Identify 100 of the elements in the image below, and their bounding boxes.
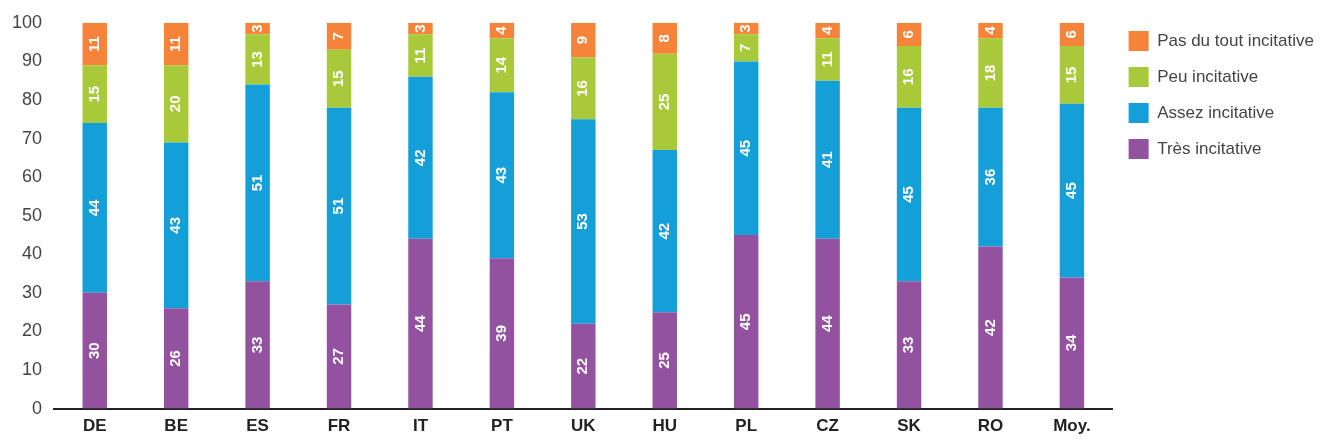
- bar: [245, 34, 270, 85]
- data-label: 6: [1062, 30, 1080, 39]
- bar: [733, 34, 759, 62]
- bar: [245, 84, 270, 282]
- x-tick-label: RO: [977, 416, 1004, 436]
- bar: [896, 107, 922, 282]
- data-label: 7: [736, 43, 754, 53]
- y-tick-label: 90: [22, 50, 43, 71]
- data-label: 11: [84, 36, 102, 52]
- data-label: 22: [573, 357, 591, 375]
- bar: [896, 45, 922, 108]
- bar: [163, 308, 189, 409]
- y-tick-label: 30: [22, 281, 43, 302]
- data-label: 44: [817, 314, 835, 333]
- x-tick-label: UK: [571, 416, 597, 436]
- bar: [245, 281, 270, 409]
- data-label: 4: [492, 25, 510, 35]
- bar: [978, 38, 1003, 108]
- x-tick-label: PL: [735, 416, 758, 436]
- data-label: 25: [654, 352, 672, 369]
- bar: [163, 142, 189, 309]
- y-tick-label: 0: [32, 397, 43, 418]
- bar: [408, 34, 433, 77]
- bar: [489, 38, 515, 93]
- x-tick-label: PT: [491, 416, 514, 436]
- bar: [733, 234, 759, 409]
- data-label: 11: [166, 36, 184, 52]
- bar: [1059, 103, 1085, 278]
- data-label: 42: [410, 149, 428, 167]
- data-label: 14: [492, 56, 510, 74]
- bar: [326, 49, 352, 108]
- bar: [571, 323, 596, 409]
- data-label: 7: [329, 32, 347, 41]
- data-label: 43: [166, 217, 184, 234]
- data-label: 11: [817, 51, 835, 68]
- data-label: 33: [247, 336, 265, 354]
- bar: [326, 304, 352, 409]
- legend-label: Pas du tout incitative: [1157, 30, 1315, 50]
- bar: [489, 92, 515, 259]
- data-label: 16: [899, 68, 917, 86]
- bar: [82, 123, 107, 293]
- y-tick-label: 100: [11, 11, 43, 32]
- bar: [652, 150, 677, 313]
- data-label: 8: [654, 34, 672, 43]
- x-tick-label: CZ: [816, 416, 839, 436]
- bar: [815, 38, 840, 81]
- data-label: 18: [980, 64, 998, 82]
- x-tick-label: DE: [82, 416, 107, 436]
- data-label: 41: [817, 151, 835, 169]
- bar: [82, 292, 107, 409]
- data-label: 44: [410, 314, 428, 333]
- x-tick-label: FR: [327, 416, 351, 436]
- data-label: 33: [899, 336, 917, 354]
- x-tick-label: SK: [897, 416, 922, 436]
- data-label: 25: [654, 93, 672, 111]
- bar: [82, 65, 107, 124]
- data-label: 4: [980, 25, 998, 35]
- y-tick-label: 50: [22, 204, 43, 225]
- data-label: 11: [410, 47, 428, 64]
- data-label: 3: [410, 24, 428, 33]
- data-label: 3: [736, 24, 754, 33]
- bar: [571, 22, 596, 58]
- y-tick-label: 80: [22, 88, 43, 109]
- bar: [571, 119, 596, 324]
- bar: [1059, 277, 1085, 409]
- bar: [896, 281, 922, 409]
- data-label: 39: [492, 325, 510, 342]
- bar: [652, 312, 677, 409]
- legend-label: Assez incitative: [1157, 102, 1275, 122]
- bar: [652, 22, 677, 54]
- legend-label: Très incitative: [1157, 138, 1262, 158]
- x-tick-label: IT: [412, 416, 429, 436]
- data-label: 27: [329, 348, 347, 365]
- bar: [408, 76, 433, 239]
- data-label: 45: [899, 186, 917, 203]
- data-label: 51: [329, 197, 347, 215]
- bar: [733, 61, 759, 235]
- data-label: 34: [1062, 334, 1080, 352]
- bar: [815, 80, 840, 239]
- data-label: 51: [247, 174, 265, 192]
- x-tick-label: ES: [246, 416, 269, 436]
- y-tick-label: 60: [22, 166, 43, 187]
- x-tick-label: HU: [652, 416, 678, 436]
- y-tick-label: 40: [22, 243, 43, 264]
- data-label: 53: [573, 213, 591, 230]
- y-tick-label: 20: [22, 320, 43, 341]
- bar: [978, 107, 1003, 247]
- data-label: 9: [573, 35, 591, 45]
- bar: [408, 238, 433, 409]
- bar: [163, 65, 189, 143]
- bar: [652, 53, 677, 151]
- bar: [1059, 45, 1085, 104]
- data-label: 42: [654, 222, 672, 240]
- x-tick-label: BE: [164, 416, 188, 436]
- data-label: 42: [980, 319, 998, 336]
- data-label: 43: [492, 166, 510, 184]
- bar: [326, 22, 352, 50]
- data-label: 15: [1062, 66, 1080, 84]
- data-label: 16: [573, 80, 591, 97]
- data-label: 30: [84, 342, 102, 360]
